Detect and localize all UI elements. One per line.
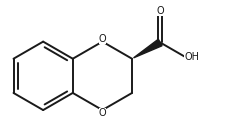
Text: O: O [98,108,106,118]
Text: OH: OH [183,52,198,62]
Polygon shape [133,39,161,58]
Text: O: O [98,34,106,44]
Text: O: O [156,6,163,16]
